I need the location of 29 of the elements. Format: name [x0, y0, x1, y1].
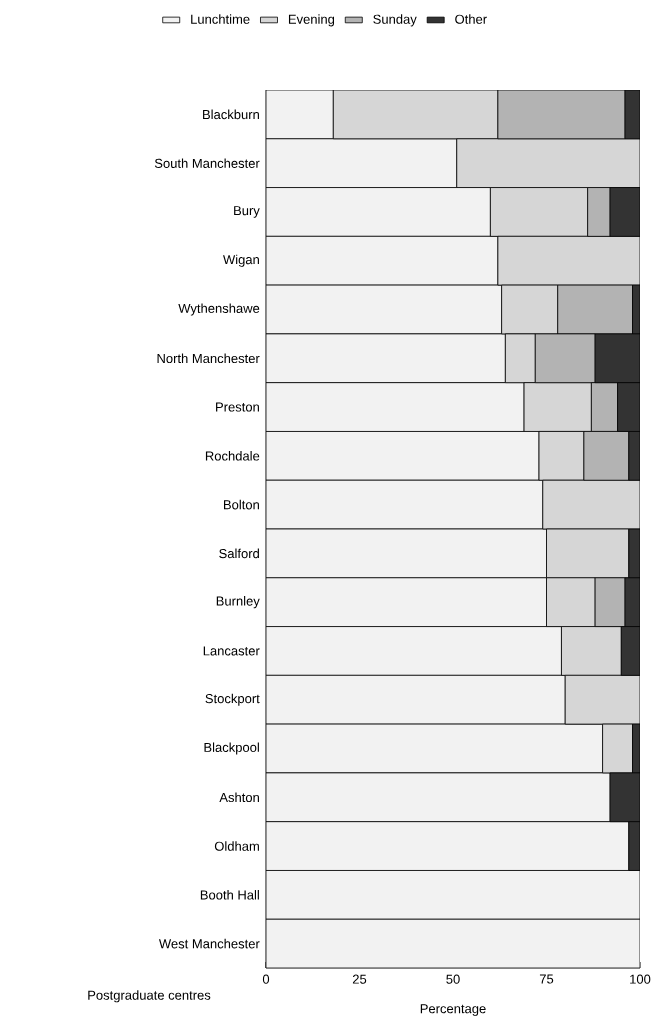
legend-label: Evening [288, 14, 335, 27]
y-tick-label: Wigan [223, 254, 259, 267]
y-tick-label: Wythenshawe [178, 303, 260, 316]
y-tick-label: Lancaster [203, 646, 260, 656]
y-tick-label: Preston [216, 402, 259, 412]
x-tick-label: 25 [352, 974, 367, 984]
legend-label: Lunchtime [191, 14, 250, 24]
x-tick-label: 50 [446, 974, 460, 984]
legend-label: Sunday [373, 14, 417, 27]
x-tick-label: 0 [262, 974, 270, 984]
y-axis-title: Postgraduate centres [88, 990, 211, 1003]
y-tick-label: Bury [234, 206, 260, 218]
y-tick-label: South Manchester [154, 158, 260, 168]
y-tick-label: Blackburn [203, 109, 259, 120]
y-tick-label: Booth Hall [200, 890, 259, 900]
y-tick-label: Blackpool [204, 742, 259, 755]
y-tick-label: Ashton [219, 792, 259, 803]
x-axis-title: Percentage [420, 1004, 486, 1016]
y-tick-label: Salford [219, 548, 259, 559]
y-tick-label: Oldham [214, 841, 259, 851]
x-tick-label: 75 [539, 974, 554, 984]
legend-label: Other [455, 14, 487, 24]
y-tick-label: West Manchester [158, 938, 260, 949]
y-tick-label: Burnley [216, 596, 260, 609]
y-tick-label: Rochdale [205, 451, 260, 461]
x-tick-label: 100 [630, 974, 651, 984]
y-tick-label: North Manchester [157, 353, 260, 364]
y-tick-label: Stockport [205, 693, 260, 706]
y-tick-label: Bolton [224, 499, 259, 510]
